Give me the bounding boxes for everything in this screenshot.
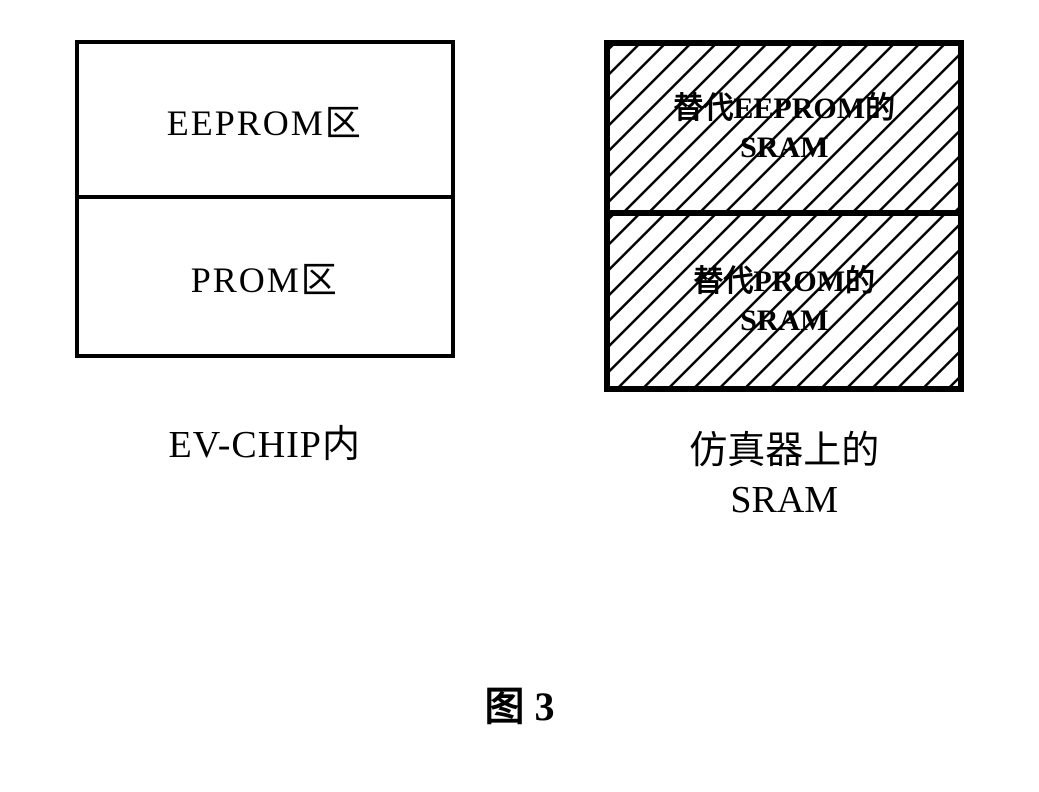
figure-label: 图 3 (485, 674, 555, 732)
emulator-sram-block: 替代EEPROM的 SRAM 替代PROM的 SRAM (604, 40, 964, 392)
eeprom-label: EEPROM区 (167, 94, 363, 146)
right-caption-line2: SRAM (689, 476, 879, 525)
prom-label: PROM区 (191, 251, 339, 303)
sram-prom-text: 替代PROM的 SRAM (683, 262, 885, 340)
sram-eeprom-cell: 替代EEPROM的 SRAM (610, 46, 958, 216)
sram-prom-line2: SRAM (693, 301, 875, 340)
right-caption-line1: 仿真器上的 (689, 427, 879, 476)
ev-chip-block: EEPROM区 PROM区 (75, 40, 455, 358)
sram-eeprom-text: 替代EEPROM的 SRAM (663, 89, 905, 167)
sram-prom-cell: 替代PROM的 SRAM (610, 216, 958, 386)
sram-eeprom-line2: SRAM (673, 128, 895, 167)
left-caption: EV-CHIP内 (169, 413, 361, 468)
diagram-container: EEPROM区 PROM区 EV-CHIP内 替代EEPROM的 (0, 40, 1039, 526)
sram-eeprom-line1: 替代EEPROM的 (673, 89, 895, 128)
prom-cell: PROM区 (79, 199, 451, 354)
right-block-group: 替代EEPROM的 SRAM 替代PROM的 SRAM (604, 40, 964, 526)
sram-prom-line1: 替代PROM的 (693, 262, 875, 301)
right-caption: 仿真器上的 SRAM (689, 427, 879, 526)
eeprom-cell: EEPROM区 (79, 44, 451, 199)
left-block-group: EEPROM区 PROM区 EV-CHIP内 (75, 40, 455, 468)
